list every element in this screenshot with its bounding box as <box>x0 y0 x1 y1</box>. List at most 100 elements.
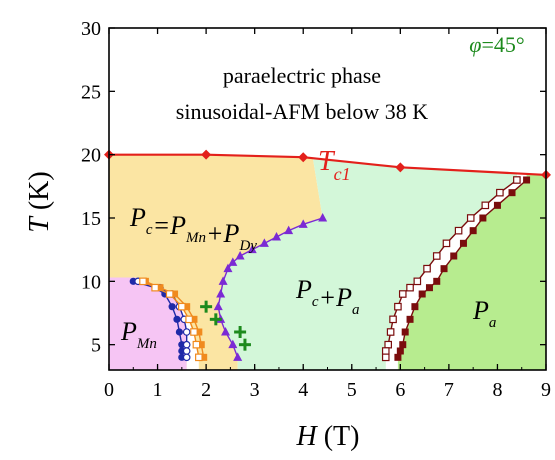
x-tick-label: 5 <box>347 379 357 401</box>
purple-point <box>233 352 243 361</box>
x-tick-label: 8 <box>492 379 502 401</box>
maroon_filled-point <box>450 252 458 260</box>
orange_filled-point <box>183 303 191 311</box>
navy_open-point <box>182 353 191 362</box>
purple-point <box>247 244 257 254</box>
orange_open-point <box>151 283 159 292</box>
maroon_filled-point <box>394 353 402 361</box>
x-axis-label: H (T) <box>296 421 360 452</box>
orange_open-point <box>178 302 186 311</box>
phase-label-main: =P <box>153 211 187 240</box>
purple-point <box>223 263 233 273</box>
purple-point <box>221 327 231 336</box>
x-tick-label: 4 <box>298 379 308 401</box>
maroon_open-point <box>454 226 463 235</box>
maroon_open-point <box>381 353 390 362</box>
y-tick-label: 30 <box>81 18 101 40</box>
y-tick-label: 25 <box>81 81 101 103</box>
maroon_open-point <box>413 277 422 286</box>
purple-point <box>228 257 238 266</box>
phase-label-main: P <box>295 275 312 304</box>
orange_open-point <box>165 290 174 298</box>
maroon_filled-point <box>406 315 414 323</box>
orange_open-point <box>195 353 203 362</box>
x-tick-label: 0 <box>104 379 114 401</box>
x-tick-label: 9 <box>541 379 551 401</box>
maroon_open-point <box>432 252 441 260</box>
maroon_open-point <box>384 340 392 349</box>
maroon_open-point <box>398 290 407 298</box>
x-tick-label: 3 <box>250 379 260 401</box>
region-pmn <box>109 277 187 370</box>
purple-point <box>228 339 238 349</box>
phase-label-sub: Dy <box>238 238 257 254</box>
navy_open-point <box>182 328 191 336</box>
purple-point <box>284 225 294 235</box>
maroon_filled-point <box>433 277 441 285</box>
maroon_filled-point <box>508 189 516 197</box>
series-layer <box>104 149 551 362</box>
navy_filled-point <box>168 303 176 311</box>
phase-label-sub: Mn <box>136 336 157 352</box>
maroon_open-point <box>513 176 521 184</box>
navy_filled-point <box>175 328 184 336</box>
orange_open-point <box>190 328 198 336</box>
tc1-label: Tc1 <box>318 146 351 184</box>
maroon_filled-point <box>411 303 419 311</box>
phase-label-sub: c <box>312 294 319 310</box>
maroon_filled-point <box>396 347 404 355</box>
phase-label-pc: Pc=PMn+PDy <box>129 203 257 254</box>
maroon_open-point <box>466 214 475 222</box>
maroon_filled-point <box>440 265 448 273</box>
maroon_open-point <box>381 347 390 355</box>
x-tick-label: 7 <box>444 379 454 401</box>
orange_filled-point <box>197 341 205 349</box>
purple-point <box>259 238 269 247</box>
orange_open-point <box>139 277 147 286</box>
maroon_filled-point <box>425 284 433 292</box>
navy_open-point <box>182 340 191 349</box>
maroon_filled-point <box>493 201 501 209</box>
orange_open-point <box>185 315 193 324</box>
phase-label-main: +P <box>319 283 353 312</box>
tc1-point <box>201 149 212 160</box>
orange_filled-point <box>171 290 179 298</box>
phase-label-pcpa: Pc+Pa <box>295 275 360 318</box>
orange_filled-point <box>190 315 198 323</box>
annotation-paraelectric: paraelectric phase <box>223 63 381 88</box>
maroon_filled-point <box>479 214 487 222</box>
tc1-point <box>395 162 406 173</box>
purple-point <box>218 276 228 285</box>
maroon_open-point <box>496 188 504 197</box>
region-pa <box>397 173 546 370</box>
phase-label-main: P <box>472 296 489 325</box>
phase-label-sub: a <box>489 315 497 331</box>
maroon_filled-point <box>399 341 407 349</box>
phase-label-main: +P <box>206 219 240 248</box>
maroon_open-point <box>481 201 490 210</box>
phase-label-pa: Pa <box>472 296 496 331</box>
phase-label-pmn: PMn <box>120 317 157 352</box>
maroon_open-point <box>442 239 451 248</box>
y-tick-label: 15 <box>81 208 101 230</box>
phase-label-sub: Mn <box>185 230 206 246</box>
purple-point <box>298 219 308 228</box>
maroon_filled-point <box>401 328 409 336</box>
y-tick-label: 5 <box>91 335 101 357</box>
x-tick-label: 2 <box>201 379 211 401</box>
region-gap <box>138 281 199 370</box>
axis-ticks: 0 1 2 3 4 5 6 7 8 9 5 10 15 20 25 30 <box>81 18 551 401</box>
purple-point <box>272 232 282 241</box>
maroon_open-point <box>406 283 414 292</box>
orange_filled-point <box>200 353 208 361</box>
orange_filled-point <box>195 328 203 336</box>
maroon_open-point <box>389 315 397 324</box>
maroon_open-point <box>386 328 395 336</box>
purple-point <box>213 301 223 311</box>
region-pc-pa <box>218 158 517 370</box>
phase-label-main: P <box>129 203 146 232</box>
purple-point <box>235 251 245 260</box>
purple-point <box>216 289 226 298</box>
y-axis-label: T (K) <box>24 171 55 232</box>
